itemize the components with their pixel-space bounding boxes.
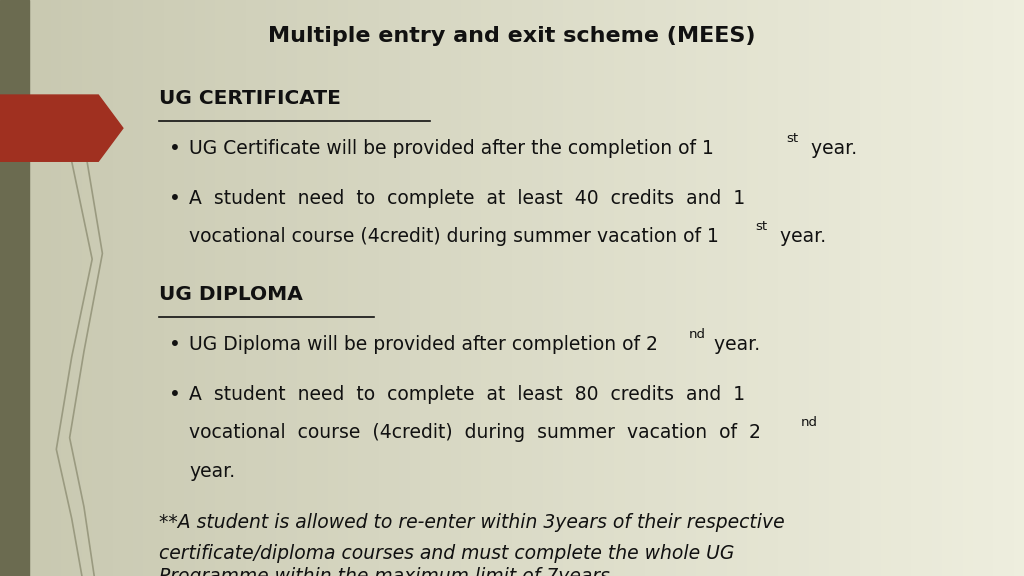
Text: •: • [169, 385, 181, 404]
Text: A  student  need  to  complete  at  least  40  credits  and  1: A student need to complete at least 40 c… [189, 189, 745, 208]
Polygon shape [0, 95, 123, 161]
Text: Multiple entry and exit scheme (MEES): Multiple entry and exit scheme (MEES) [268, 26, 756, 46]
Text: year.: year. [708, 335, 760, 354]
Text: •: • [169, 189, 181, 208]
Text: nd: nd [689, 328, 707, 342]
Text: vocational course (4credit) during summer vacation of 1: vocational course (4credit) during summe… [189, 227, 719, 246]
Text: st: st [786, 132, 799, 146]
Text: Programme within the maximum limit of 7years.: Programme within the maximum limit of 7y… [159, 567, 615, 576]
Text: UG Certificate will be provided after the completion of 1: UG Certificate will be provided after th… [189, 139, 715, 158]
Text: certificate/diploma courses and must complete the whole UG: certificate/diploma courses and must com… [159, 544, 734, 563]
Text: UG CERTIFICATE: UG CERTIFICATE [159, 89, 341, 108]
Text: year.: year. [189, 462, 236, 481]
Text: vocational  course  (4credit)  during  summer  vacation  of  2: vocational course (4credit) during summe… [189, 423, 761, 442]
Text: UG Diploma will be provided after completion of 2: UG Diploma will be provided after comple… [189, 335, 658, 354]
Text: nd: nd [801, 416, 818, 430]
Text: UG DIPLOMA: UG DIPLOMA [159, 285, 303, 304]
Text: st: st [756, 220, 768, 233]
Text: year.: year. [805, 139, 857, 158]
Text: A  student  need  to  complete  at  least  80  credits  and  1: A student need to complete at least 80 c… [189, 385, 745, 404]
Polygon shape [0, 0, 29, 576]
Text: •: • [169, 139, 181, 158]
Text: **A student is allowed to re-enter within 3years of their respective: **A student is allowed to re-enter withi… [159, 513, 784, 532]
Text: year.: year. [774, 227, 826, 246]
Text: •: • [169, 335, 181, 354]
